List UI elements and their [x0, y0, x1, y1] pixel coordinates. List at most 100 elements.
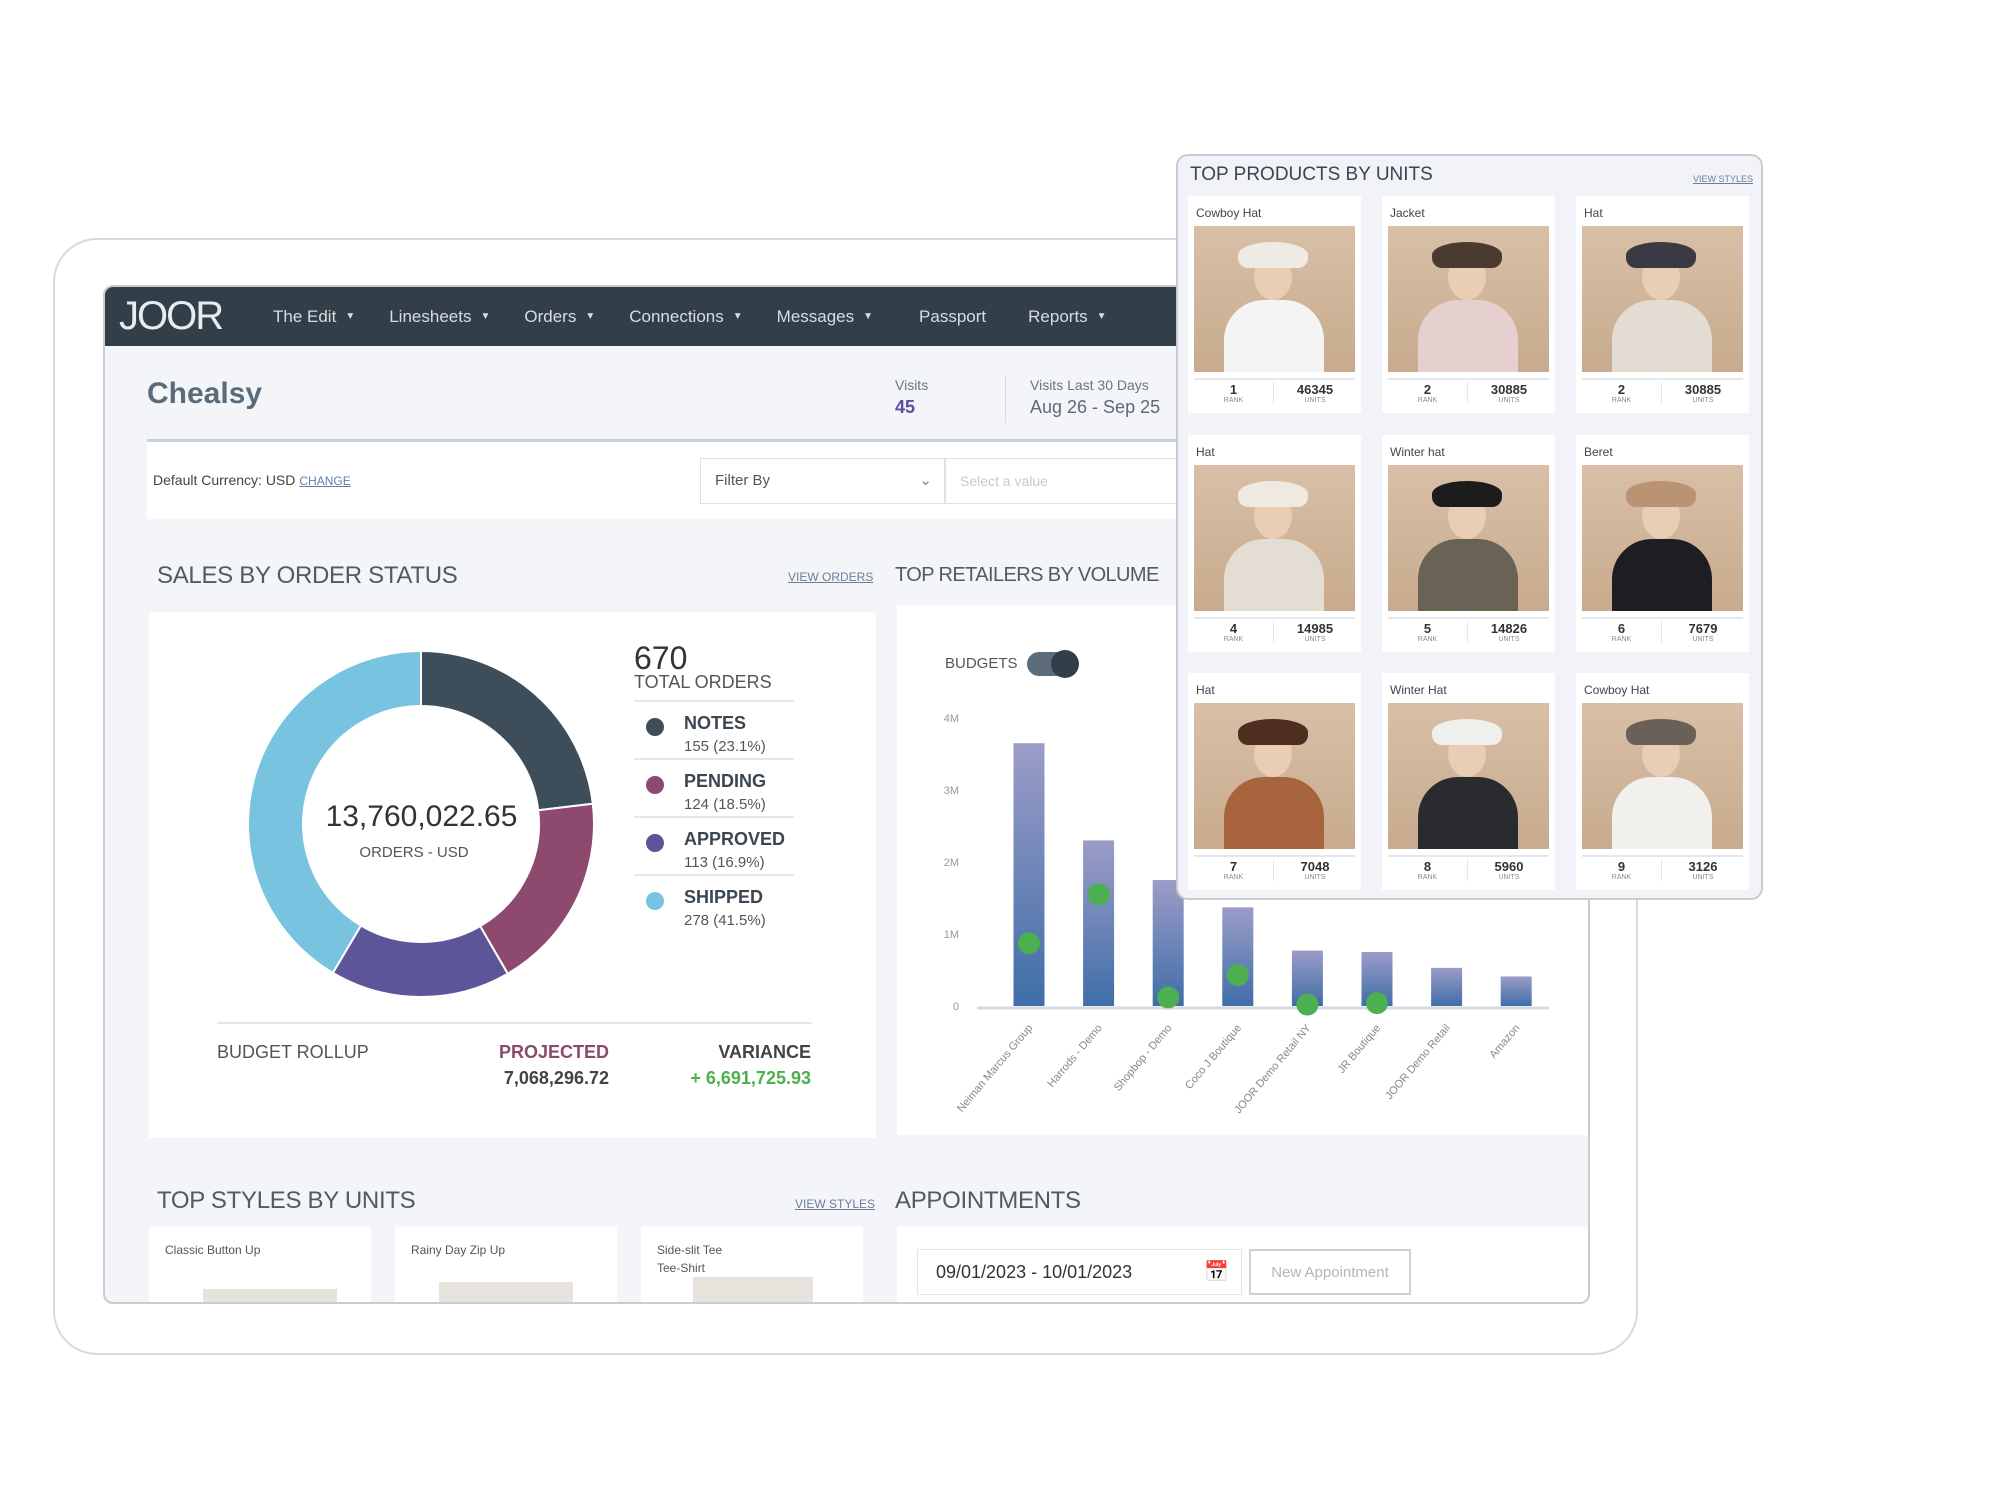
budget-point[interactable] [1087, 883, 1110, 906]
view-styles-link[interactable]: VIEW STYLES [1692, 174, 1753, 184]
caret-down-icon: ▼ [732, 311, 743, 322]
filter-by-label: Filter By [715, 472, 771, 489]
x-tick-label: JOOR Demo Retail NY [1232, 1022, 1314, 1116]
rank-label: RANK [1417, 874, 1438, 881]
legend-dot [646, 776, 664, 794]
caret-down-icon: ▼ [585, 311, 596, 322]
retailer-bar[interactable] [1152, 880, 1184, 1006]
budgets-toggle[interactable] [1027, 650, 1079, 678]
units-value: 30885 [1684, 382, 1722, 397]
product-card[interactable]: Hat 7 RANK 7048 UNITS [1188, 673, 1361, 890]
model-figure [1612, 539, 1712, 611]
legend-name: SHIPPED [684, 887, 764, 907]
product-image [1582, 703, 1743, 849]
page-title: Chealsy [147, 377, 263, 410]
divider [634, 700, 794, 702]
budget-point[interactable] [1366, 992, 1388, 1015]
calendar-icon[interactable]: 📅 [1204, 1261, 1229, 1283]
units-label: UNITS [1692, 397, 1714, 404]
chevron-down-icon: ⌄ [919, 472, 932, 489]
hat-shape [1238, 481, 1308, 507]
legend-dot [646, 892, 664, 910]
nav-item[interactable]: Linesheets ▼ [389, 307, 490, 327]
joor-logo[interactable]: JOOR [119, 294, 224, 338]
rank: 5 RANK [1388, 621, 1468, 643]
change-currency-link[interactable]: CHANGE [299, 474, 351, 488]
rank-label: RANK [1611, 874, 1632, 881]
header-divider [147, 439, 1588, 442]
product-stats: 2 RANK 30885 UNITS [1582, 378, 1743, 408]
units-value: 3126 [1688, 859, 1718, 874]
units-label: UNITS [1692, 636, 1714, 643]
divider [634, 816, 794, 818]
nav-item[interactable]: Messages ▼ [777, 307, 873, 327]
budget-point[interactable] [1018, 932, 1040, 955]
product-name: Winter hat [1390, 445, 1445, 459]
budget-point[interactable] [1226, 964, 1249, 987]
product-card[interactable]: Beret 6 RANK 7679 UNITS [1576, 435, 1749, 652]
donut-chart [247, 649, 595, 998]
product-card[interactable]: Hat 2 RANK 30885 UNITS [1576, 196, 1749, 413]
budget-point[interactable] [1296, 993, 1319, 1016]
rank-label: RANK [1611, 397, 1632, 404]
filter-by-select[interactable]: Filter By ⌄ [700, 458, 945, 504]
units: 5960 UNITS [1469, 859, 1549, 881]
style-card[interactable]: Side-slit Tee Tee-Shirt [641, 1227, 863, 1302]
variance-value: + 6,691,725.93 [690, 1068, 811, 1088]
y-tick-label: 4M [944, 713, 959, 725]
product-name: Jacket [1390, 206, 1425, 220]
visits-label: Visits [895, 377, 929, 393]
product-image [1194, 703, 1355, 849]
product-name: Winter Hat [1390, 683, 1447, 697]
units-value: 7048 [1300, 859, 1330, 874]
retailer-bar[interactable] [1500, 976, 1532, 1006]
nav-item[interactable]: Reports ▼ [1028, 307, 1106, 327]
view-styles-link[interactable]: VIEW STYLES [795, 1197, 876, 1211]
style-image [203, 1289, 337, 1302]
x-tick-label: Neiman Marcus Group [955, 1022, 1035, 1114]
nav-item-label: Linesheets [389, 306, 472, 326]
product-stats: 1 RANK 46345 UNITS [1194, 378, 1355, 408]
product-card[interactable]: Hat 4 RANK 14985 UNITS [1188, 435, 1361, 652]
product-name: Hat [1584, 206, 1603, 220]
style-card[interactable]: Rainy Day Zip Up [395, 1227, 617, 1302]
orders-count: 670 [634, 640, 688, 676]
product-name: Hat [1196, 445, 1215, 459]
units-label: UNITS [1304, 636, 1326, 643]
product-card[interactable]: Winter Hat 8 RANK 5960 UNITS [1382, 673, 1555, 890]
retailer-bar[interactable] [1222, 907, 1254, 1006]
rank: 2 RANK [1582, 382, 1662, 404]
model-figure [1612, 777, 1712, 849]
product-card[interactable]: Cowboy Hat 1 RANK 46345 UNITS [1188, 196, 1361, 413]
nav-item[interactable]: Orders ▼ [524, 307, 595, 327]
style-card[interactable]: Classic Button Up [149, 1227, 371, 1302]
retailer-bar[interactable] [1013, 743, 1045, 1006]
date-range-input[interactable]: 09/01/2023 - 10/01/2023 📅 [917, 1249, 1242, 1295]
legend-name: PENDING [684, 771, 767, 791]
nav-item[interactable]: The Edit ▼ [273, 307, 355, 327]
retailer-bar[interactable] [1083, 840, 1115, 1006]
nav-item[interactable]: Passport [919, 307, 986, 327]
units-label: UNITS [1692, 874, 1714, 881]
x-tick-label: Shopbop - Demo [1112, 1022, 1175, 1093]
budget-point[interactable] [1157, 986, 1180, 1009]
style-name: Side-slit Tee Tee-Shirt [657, 1243, 723, 1275]
product-card[interactable]: Jacket 2 RANK 30885 UNITS [1382, 196, 1555, 413]
rank: 9 RANK [1582, 859, 1662, 881]
units: 14826 UNITS [1469, 621, 1549, 643]
product-stats: 4 RANK 14985 UNITS [1194, 617, 1355, 647]
product-stats: 8 RANK 5960 UNITS [1388, 855, 1549, 885]
donut-slice-approved[interactable] [331, 924, 510, 998]
retailer-bar[interactable] [1431, 967, 1463, 1006]
donut-slice-shipped[interactable] [247, 649, 422, 975]
product-card[interactable]: Cowboy Hat 9 RANK 3126 UNITS [1576, 673, 1749, 890]
nav-item[interactable]: Connections ▼ [629, 307, 742, 327]
view-orders-link[interactable]: VIEW ORDERS [788, 570, 874, 584]
model-figure [1224, 539, 1324, 611]
donut-slice-notes[interactable] [420, 649, 594, 812]
units: 3126 UNITS [1663, 859, 1743, 881]
new-appointment-button[interactable]: New Appointment [1249, 1249, 1411, 1295]
rank-value: 8 [1423, 859, 1432, 874]
product-card[interactable]: Winter hat 5 RANK 14826 UNITS [1382, 435, 1555, 652]
orders-caption: TOTAL ORDERS [634, 672, 772, 692]
